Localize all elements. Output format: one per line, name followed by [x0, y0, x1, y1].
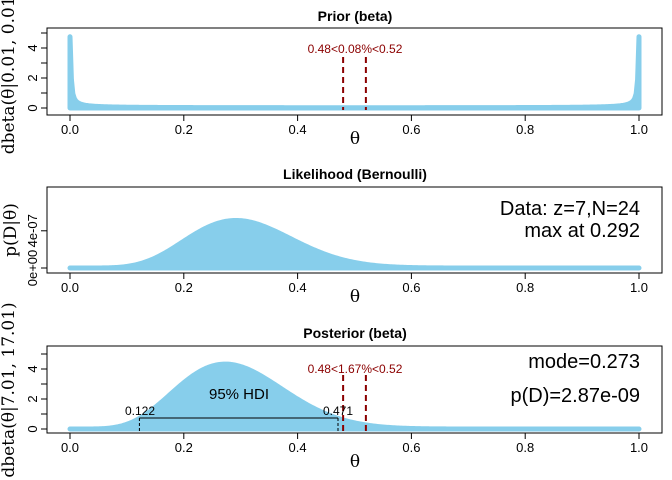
prior-rope-group — [342, 57, 367, 110]
panel-likelihood: Likelihood (Bernoulli) Data: z=7,N=24 ma… — [1, 166, 663, 307]
x-tick-label: 1.0 — [630, 280, 648, 295]
posterior-hdi-low-label: 0.122 — [125, 404, 155, 418]
panel-posterior: Posterior (beta) 95% HDI 0.122 0.471 0.4… — [0, 302, 663, 478]
prior-title: Prior (beta) — [318, 8, 393, 24]
prior-x-axis: 0.0 0.2 0.4 0.6 0.8 1.0 — [61, 114, 648, 137]
posterior-area-group — [67, 361, 642, 432]
y-tick-label: 0 — [25, 104, 40, 111]
likelihood-title: Likelihood (Bernoulli) — [283, 166, 427, 182]
x-tick-label: 1.0 — [630, 122, 648, 137]
panel-prior: Prior (beta) 0.48<0.08%<0.52 0.0 0.2 0.4 0.… — [0, 0, 663, 154]
posterior-rope-label: 0.48<1.67%<0.52 — [308, 362, 403, 376]
likelihood-y-label: p(D|θ) — [1, 203, 21, 257]
x-tick-label: 0.4 — [289, 122, 307, 137]
likelihood-area-group — [67, 217, 642, 271]
density-area — [67, 34, 642, 111]
x-tick-label: 0.8 — [516, 280, 534, 295]
y-tick-label: 4 — [25, 365, 40, 372]
likelihood-y-axis: 0e+00 4e-07 — [25, 214, 48, 287]
x-tick-label: 0.2 — [175, 122, 193, 137]
x-tick-label: 0.2 — [175, 440, 193, 455]
posterior-hdi-label: 95% HDI — [209, 386, 269, 403]
y-tick-label: 2 — [25, 395, 40, 402]
posterior-title: Posterior (beta) — [303, 325, 406, 341]
likelihood-x-axis: 0.0 0.2 0.4 0.6 0.8 1.0 — [61, 272, 648, 295]
x-tick-label: 0.0 — [61, 122, 79, 137]
posterior-y-axis: 0 2 4 — [25, 353, 48, 433]
x-tick-label: 0.4 — [289, 280, 307, 295]
x-tick-label: 0.0 — [61, 440, 79, 455]
prior-y-label: dbeta(θ|0.01, 0.01) — [0, 0, 19, 154]
x-tick-label: 0.6 — [402, 280, 420, 295]
posterior-mode-annotation: mode=0.273 — [528, 351, 640, 373]
posterior-hdi-group — [138, 417, 339, 431]
x-tick-label: 0.4 — [289, 440, 307, 455]
x-tick-label: 1.0 — [630, 440, 648, 455]
y-tick-label: 4 — [25, 44, 40, 51]
prior-y-axis: 0 2 4 — [25, 32, 48, 112]
x-tick-label: 0.2 — [175, 280, 193, 295]
density-area — [67, 217, 642, 271]
x-tick-label: 0.8 — [516, 122, 534, 137]
prior-rope-label: 0.48<0.08%<0.52 — [308, 42, 403, 56]
x-tick-label: 0.8 — [516, 440, 534, 455]
x-tick-label: 0.6 — [402, 122, 420, 137]
density-area — [67, 361, 642, 432]
x-tick-label: 0.0 — [61, 280, 79, 295]
prior-x-label: θ — [350, 129, 360, 149]
likelihood-max-annotation: max at 0.292 — [524, 220, 640, 242]
posterior-hdi-high-label: 0.471 — [323, 404, 353, 418]
likelihood-x-label: θ — [350, 287, 360, 307]
posterior-y-label: dbeta(θ|7.01, 17.01) — [0, 302, 19, 477]
likelihood-data-annotation: Data: z=7,N=24 — [500, 198, 640, 220]
y-tick-label: 0 — [25, 425, 40, 432]
y-tick-label: 2 — [25, 74, 40, 81]
posterior-x-axis: 0.0 0.2 0.4 0.6 0.8 1.0 — [61, 432, 648, 455]
y-tick-label: 0e+00 — [25, 250, 40, 287]
y-tick-label: 4e-07 — [25, 214, 40, 247]
prior-area-group — [67, 34, 642, 111]
x-tick-label: 0.6 — [402, 440, 420, 455]
posterior-x-label: θ — [350, 452, 360, 472]
posterior-pd-annotation: p(D)=2.87e-09 — [510, 385, 640, 407]
